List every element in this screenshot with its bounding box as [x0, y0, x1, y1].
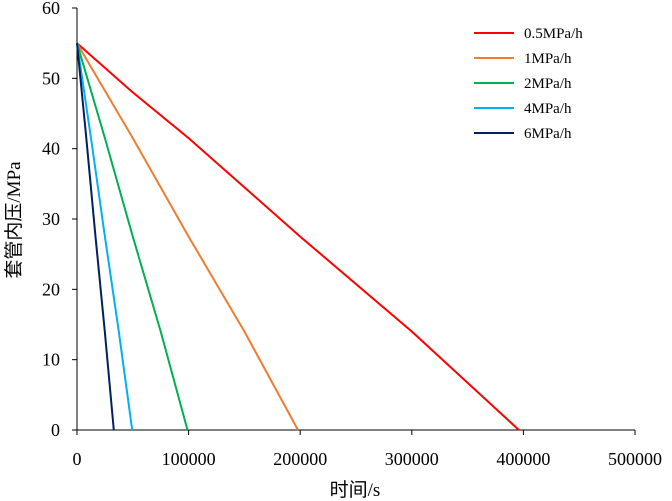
legend-label: 4MPa/h	[524, 101, 572, 117]
x-tick-label: 0	[73, 449, 82, 469]
y-tick-label: 40	[42, 139, 60, 159]
x-axis-title: 时间/s	[330, 479, 381, 501]
x-tick-label: 300000	[385, 449, 439, 469]
y-axis-title: 套管内压/MPa	[3, 161, 25, 279]
axes-layer: 0 100000 200000 300000 400000 500000 0 10 20 30 40…	[42, 0, 662, 469]
y-tick-label: 0	[51, 420, 60, 440]
y-tick-label: 60	[42, 0, 60, 18]
x-tick-label: 200000	[273, 449, 327, 469]
y-tick-label: 10	[42, 350, 60, 370]
y-tick-label: 20	[42, 279, 60, 299]
y-tick-label: 50	[42, 68, 60, 88]
x-tick-label: 500000	[608, 449, 662, 469]
legend-label: 1MPa/h	[524, 51, 572, 67]
y-tick-label: 30	[42, 209, 60, 229]
x-tick-label: 400000	[496, 449, 550, 469]
legend-label: 2MPa/h	[524, 76, 572, 92]
legend: 0.5MPa/h 1MPa/h 2MPa/h 4MPa/h 6MPa/h	[474, 26, 583, 142]
series-line-6mpah	[76, 43, 115, 431]
series-layer	[76, 42, 520, 431]
series-line-2mpah	[76, 42, 189, 431]
x-tick-label: 100000	[162, 449, 216, 469]
series-line-4mpah	[76, 43, 134, 431]
legend-label: 0.5MPa/h	[524, 26, 583, 42]
legend-label: 6MPa/h	[524, 126, 572, 142]
series-line-1mpah	[76, 42, 299, 431]
series-line-0.5mpah	[76, 42, 520, 431]
